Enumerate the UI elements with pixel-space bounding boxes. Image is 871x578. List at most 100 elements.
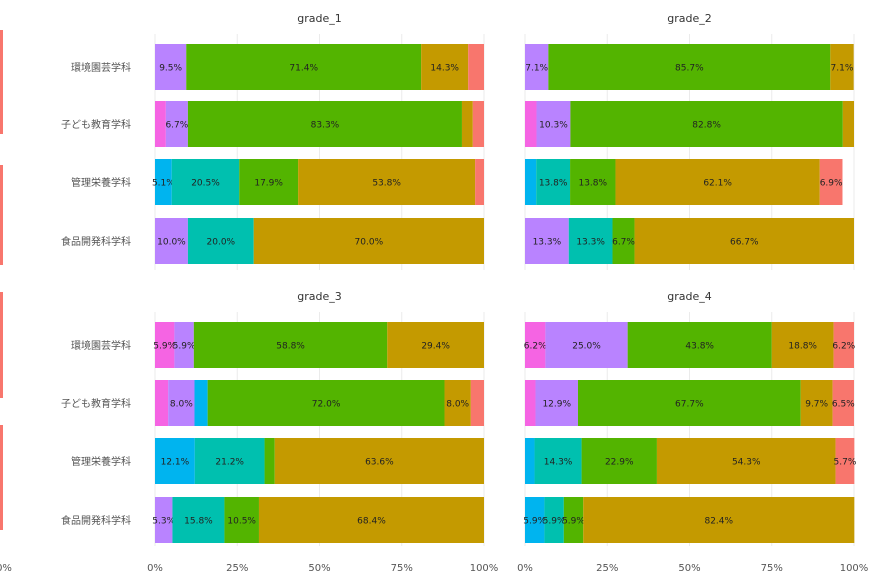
segment-label-grade_3-2-gold: 63.6% bbox=[365, 458, 394, 468]
bar-segment-grade_3-2-teal bbox=[194, 438, 265, 484]
x-tick-grade_4-2: 50% bbox=[678, 563, 700, 574]
edge-strip-3 bbox=[0, 292, 3, 398]
segment-label-grade_1-2-gold: 53.8% bbox=[372, 179, 401, 189]
x-tick-grade_4-1: 25% bbox=[596, 563, 618, 574]
bar-segment-grade_3-3-teal bbox=[172, 497, 225, 543]
segment-label-grade_4-0-red: 6.2% bbox=[832, 342, 855, 352]
bar-segment-grade_2-2-blue bbox=[525, 159, 537, 205]
segment-label-grade_3-0-purple: 5.9% bbox=[173, 342, 196, 352]
bar-segment-grade_1-2-gold bbox=[298, 159, 476, 205]
bar-segment-grade_1-3-purple bbox=[155, 218, 188, 264]
bar-segment-grade_2-2-gold bbox=[615, 159, 820, 205]
segment-label-grade_1-3-purple: 10.0% bbox=[157, 238, 186, 248]
bar-segment-grade_1-1-pink bbox=[155, 101, 166, 147]
x-tick-grade_3-1: 25% bbox=[226, 563, 248, 574]
segment-label-grade_2-0-green: 85.7% bbox=[675, 64, 704, 74]
bar-segment-grade_4-1-green bbox=[577, 380, 801, 426]
bar-segment-grade_1-1-gold bbox=[461, 101, 473, 147]
segment-label-grade_2-2-teal: 13.8% bbox=[539, 179, 568, 189]
facet-title-grade_3: grade_3 bbox=[297, 290, 342, 303]
bar-segment-grade_1-3-teal bbox=[187, 218, 254, 264]
segment-label-grade_4-3-blue: 5.9% bbox=[523, 517, 546, 527]
bar-segment-grade_2-1-gold bbox=[842, 101, 854, 147]
segment-label-grade_2-3-purple: 13.3% bbox=[533, 238, 562, 248]
segment-label-grade_4-1-green: 67.7% bbox=[675, 400, 704, 410]
x-tick-grade_3-4: 100% bbox=[470, 563, 499, 574]
bar-segment-grade_2-2-teal bbox=[536, 159, 571, 205]
segment-label-grade_3-0-pink: 5.9% bbox=[153, 342, 176, 352]
bar-segment-grade_4-0-green bbox=[627, 322, 772, 368]
bar-segment-grade_4-1-red bbox=[832, 380, 854, 426]
bar-segment-grade_1-2-blue bbox=[155, 159, 172, 205]
segment-label-grade_2-3-teal: 13.3% bbox=[576, 238, 605, 248]
bar-segment-grade_1-1-green bbox=[187, 101, 462, 147]
bar-segment-grade_4-3-teal bbox=[544, 497, 564, 543]
x-tick-grade_4-0: 0% bbox=[517, 563, 533, 574]
bar-segment-grade_3-2-gold bbox=[274, 438, 484, 484]
category-label-grade_3-3: 食品開発科学科 bbox=[61, 514, 131, 527]
edge-strip-4 bbox=[0, 425, 3, 530]
segment-label-grade_2-0-gold: 7.1% bbox=[831, 64, 854, 74]
facet-title-grade_2: grade_2 bbox=[667, 12, 712, 25]
segment-label-grade_2-3-green: 6.7% bbox=[612, 238, 635, 248]
bar-segment-grade_2-3-green bbox=[612, 218, 635, 264]
segment-label-grade_1-2-blue: 5.1% bbox=[152, 179, 175, 189]
bar-segment-grade_2-0-purple bbox=[525, 44, 549, 90]
segment-label-grade_3-3-green: 10.5% bbox=[227, 517, 256, 527]
bar-segment-grade_3-0-green bbox=[193, 322, 388, 368]
x-tick-grade_4-3: 75% bbox=[761, 563, 783, 574]
segment-label-grade_2-2-red: 6.9% bbox=[820, 179, 843, 189]
category-label-grade_3-2: 管理栄養学科 bbox=[71, 455, 131, 468]
bar-segment-grade_1-1-purple bbox=[165, 101, 188, 147]
bar-segment-grade_2-2-red bbox=[819, 159, 843, 205]
segment-label-grade_3-3-teal: 15.8% bbox=[184, 517, 213, 527]
segment-label-grade_1-0-gold: 14.3% bbox=[430, 64, 459, 74]
bar-segment-grade_4-2-blue bbox=[525, 438, 535, 484]
segment-label-grade_4-3-green: 5.9% bbox=[562, 517, 585, 527]
segment-label-grade_3-2-teal: 21.2% bbox=[215, 458, 244, 468]
bar-segment-grade_4-2-green bbox=[581, 438, 657, 484]
bar-segment-grade_4-3-green bbox=[563, 497, 584, 543]
bar-segment-grade_2-1-purple bbox=[536, 101, 571, 147]
bar-segment-grade_3-1-blue bbox=[194, 380, 208, 426]
bar-segment-grade_3-1-green bbox=[207, 380, 445, 426]
segment-label-grade_4-0-gold: 18.8% bbox=[788, 342, 817, 352]
segment-label-grade_4-1-gold: 9.7% bbox=[805, 400, 828, 410]
bar-segment-grade_3-1-red bbox=[470, 380, 484, 426]
bar-segment-grade_3-1-purple bbox=[168, 380, 195, 426]
segment-label-grade_3-1-gold: 8.0% bbox=[446, 400, 469, 410]
segment-label-grade_1-2-green: 17.9% bbox=[254, 179, 283, 189]
bar-segment-grade_1-0-green bbox=[186, 44, 422, 90]
segment-label-grade_3-2-blue: 12.1% bbox=[161, 458, 190, 468]
segment-label-grade_4-0-green: 43.8% bbox=[685, 342, 714, 352]
category-label-grade_1-3: 食品開発科学科 bbox=[61, 235, 131, 248]
bar-segment-grade_2-3-gold bbox=[634, 218, 854, 264]
bar-segment-grade_4-3-blue bbox=[525, 497, 545, 543]
bar-segment-grade_2-3-purple bbox=[525, 218, 569, 264]
bar-segment-grade_2-2-green bbox=[570, 159, 616, 205]
segment-label-grade_3-1-green: 72.0% bbox=[312, 400, 341, 410]
bar-segment-grade_4-1-purple bbox=[535, 380, 578, 426]
segment-label-grade_3-3-gold: 68.4% bbox=[357, 517, 386, 527]
bar-segment-grade_2-3-teal bbox=[568, 218, 613, 264]
bar-segment-grade_4-2-red bbox=[835, 438, 855, 484]
segment-label-grade_3-3-purple: 5.3% bbox=[152, 517, 175, 527]
bar-segment-grade_1-2-green bbox=[239, 159, 299, 205]
segment-label-grade_1-0-purple: 9.5% bbox=[159, 64, 182, 74]
segment-label-grade_1-3-teal: 20.0% bbox=[207, 238, 236, 248]
bar-segment-grade_4-2-teal bbox=[534, 438, 582, 484]
x-tick-grade_4-4: 100% bbox=[840, 563, 869, 574]
category-label-grade_3-1: 子ども教育学科 bbox=[61, 397, 131, 410]
bar-segment-grade_4-0-purple bbox=[545, 322, 628, 368]
bar-segment-grade_2-1-green bbox=[570, 101, 843, 147]
segment-label-grade_1-3-gold: 70.0% bbox=[355, 238, 384, 248]
x-tick-grade_3-0: 0% bbox=[147, 563, 163, 574]
bar-segment-grade_3-1-gold bbox=[444, 380, 471, 426]
bar-segment-grade_3-0-purple bbox=[174, 322, 194, 368]
bar-segment-grade_4-3-gold bbox=[583, 497, 855, 543]
edge-strip-2 bbox=[0, 165, 3, 265]
segment-label-grade_4-2-gold: 54.3% bbox=[732, 458, 761, 468]
bar-segment-grade_3-3-green bbox=[224, 497, 259, 543]
bar-segment-grade_2-1-pink bbox=[525, 101, 537, 147]
x-tick-left-edge: 0% bbox=[0, 563, 12, 574]
